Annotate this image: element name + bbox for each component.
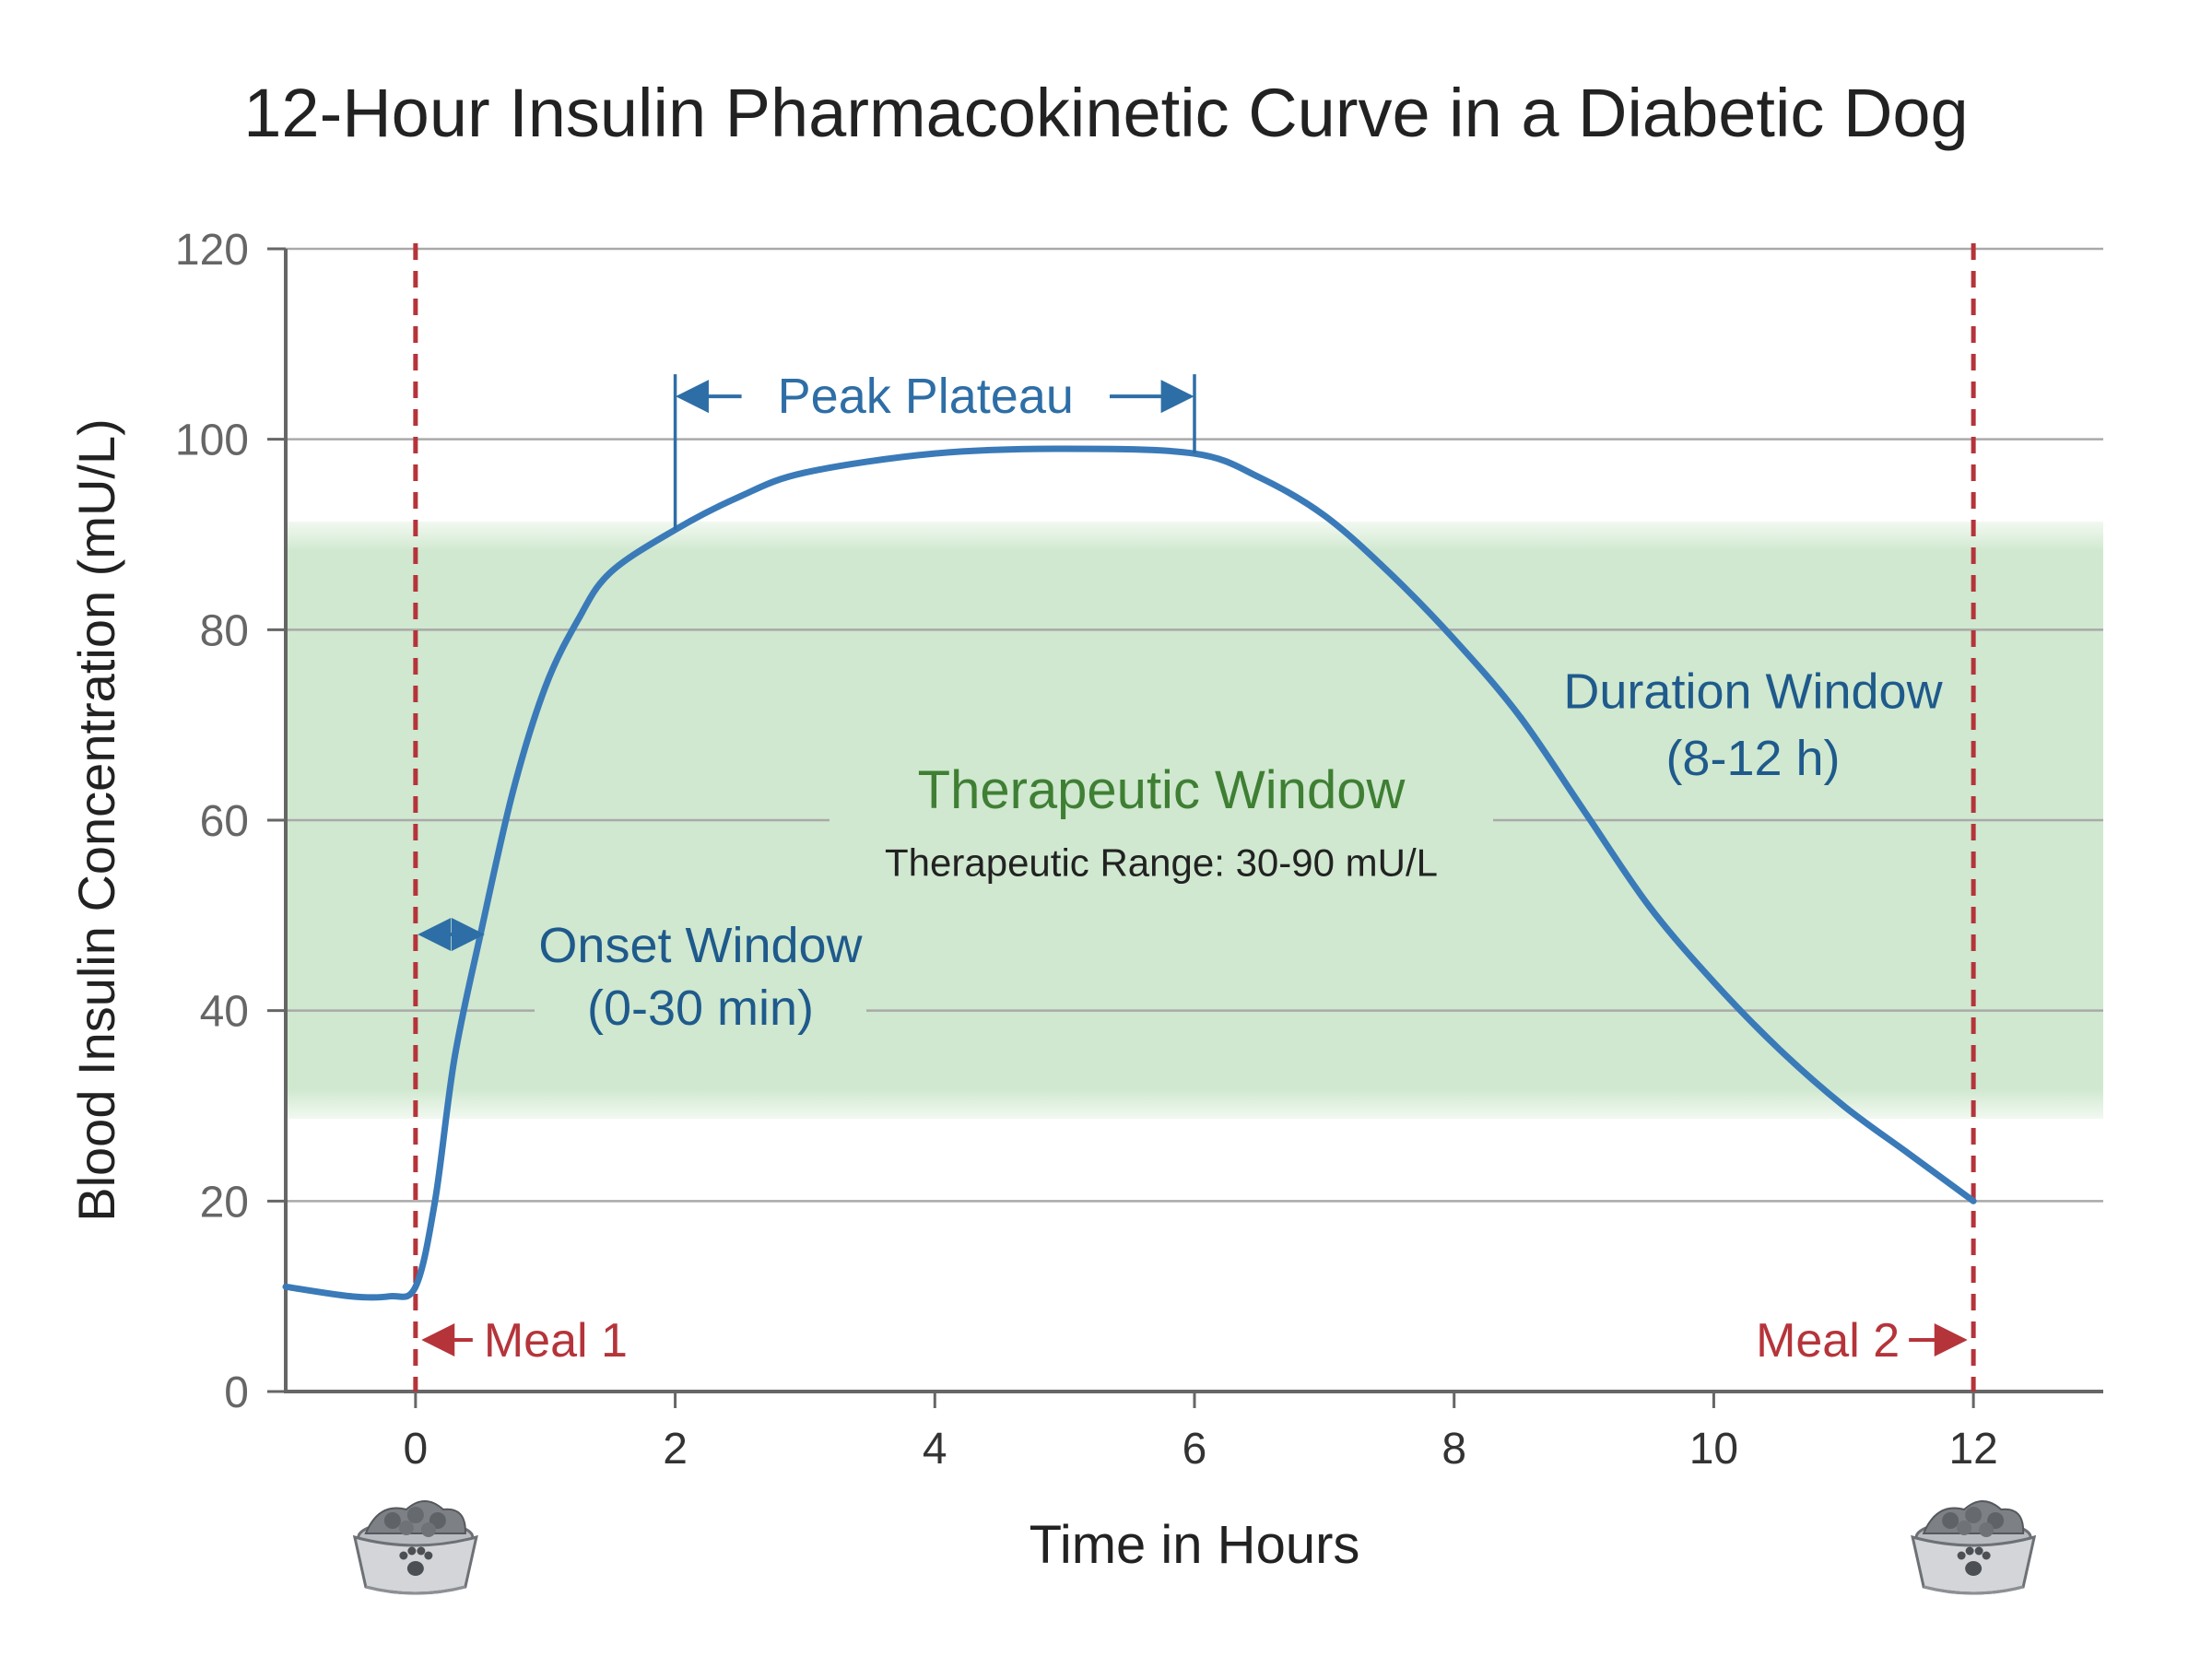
therapeutic-range-label: Therapeutic Range: 30-90 mU/L xyxy=(885,841,1438,885)
meal-1-label: Meal 1 xyxy=(484,1314,628,1368)
y-tick-label: 60 xyxy=(200,797,249,846)
chart-title: 12-Hour Insulin Pharmacokinetic Curve in… xyxy=(243,75,1968,151)
duration-window-sublabel: (8-12 h) xyxy=(1665,731,1840,786)
y-tick-label: 0 xyxy=(224,1368,249,1417)
meal-2-label: Meal 2 xyxy=(1756,1314,1900,1368)
y-tick-label: 40 xyxy=(200,988,249,1037)
x-tick-label: 2 xyxy=(663,1425,688,1474)
x-tick-label: 12 xyxy=(1948,1425,1997,1474)
y-tick-label: 20 xyxy=(200,1178,249,1227)
duration-window-label: Duration Window xyxy=(1563,664,1943,720)
therapeutic-label-backdrop xyxy=(830,793,1493,848)
x-tick-label: 8 xyxy=(1441,1425,1466,1474)
x-tick-label: 10 xyxy=(1689,1425,1738,1474)
y-tick-label: 120 xyxy=(175,226,249,275)
y-axis-label: Blood Insulin Concentration (mU/L) xyxy=(67,418,125,1222)
y-tick-label: 80 xyxy=(200,606,249,655)
therapeutic-window-label: Therapeutic Window xyxy=(918,760,1406,820)
onset-window-label: Onset Window xyxy=(538,918,863,973)
onset-window-sublabel: (0-30 min) xyxy=(587,981,814,1036)
dog-food-bowl-icon xyxy=(1911,1499,2036,1595)
peak-plateau-label: Peak Plateau xyxy=(778,369,1074,424)
x-tick-label: 0 xyxy=(404,1425,429,1474)
x-axis-label: Time in Hours xyxy=(1030,1515,1360,1575)
x-tick-label: 4 xyxy=(923,1425,947,1474)
onset-label-backdrop xyxy=(535,995,866,1026)
y-tick-label: 100 xyxy=(175,417,249,465)
dog-food-bowl-icon xyxy=(353,1499,478,1595)
insulin-concentration-line xyxy=(282,445,1977,1301)
x-tick-label: 6 xyxy=(1182,1425,1207,1474)
